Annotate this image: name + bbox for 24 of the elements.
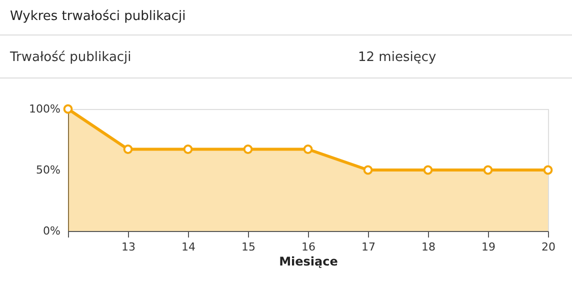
- x-tick-label: 17: [362, 240, 376, 254]
- x-tick-label: 18: [422, 240, 436, 254]
- text: Trwałość publikacji: [9, 50, 132, 65]
- text: 12 miesięcy: [358, 50, 436, 65]
- x-tick-label: 13: [122, 240, 136, 254]
- y-tick-label: 100%: [29, 102, 60, 116]
- x-axis-title: Miesiące: [279, 254, 338, 268]
- point: [303, 144, 313, 154]
- x-tick-label: 15: [242, 240, 256, 254]
- point: [363, 165, 373, 175]
- x-tick-label: 19: [482, 240, 496, 254]
- point: [243, 144, 253, 154]
- point: [183, 144, 193, 154]
- y-tick-label: 50%: [36, 164, 60, 176]
- chart-title: Wykres trwałości publikacji: [10, 9, 186, 24]
- point: [123, 144, 133, 154]
- point: [423, 165, 433, 175]
- point: [63, 104, 73, 114]
- x-tick-label: 16: [302, 240, 316, 254]
- x-tick-label: 14: [182, 240, 196, 254]
- x-tick-label: 20: [542, 240, 556, 254]
- point: [483, 165, 493, 175]
- point: [543, 165, 553, 175]
- y-tick-label: 0%: [43, 224, 60, 238]
